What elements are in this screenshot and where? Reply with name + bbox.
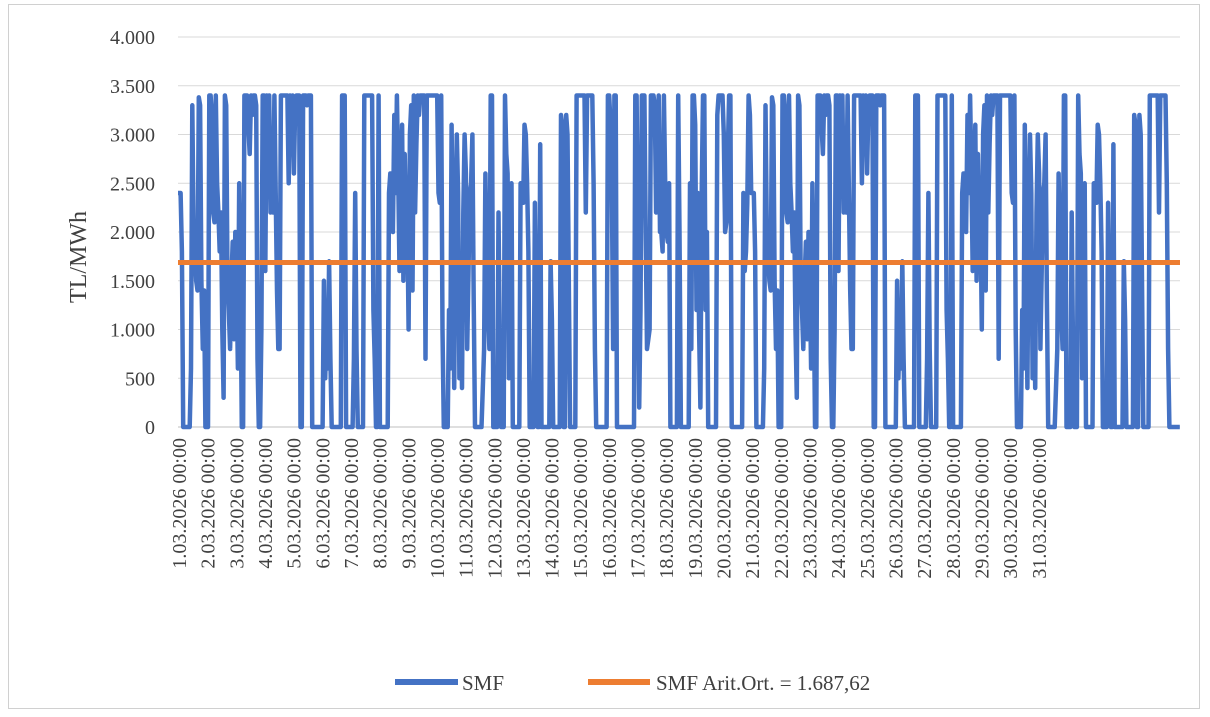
x-tick-label: 20.03.2026 00:00 bbox=[714, 438, 736, 579]
legend-label-smf-average: SMF Arit.Ort. = 1.687,62 bbox=[656, 671, 870, 695]
x-tick-label: 3.03.2026 00:00 bbox=[226, 438, 248, 569]
x-tick-label: 19.03.2026 00:00 bbox=[685, 438, 707, 579]
y-tick-label: 500 bbox=[125, 368, 155, 390]
x-tick-label: 14.03.2026 00:00 bbox=[542, 438, 564, 579]
x-tick-label: 10.03.2026 00:00 bbox=[427, 438, 449, 579]
x-tick-label: 6.03.2026 00:00 bbox=[312, 438, 334, 569]
x-tick-label: 17.03.2026 00:00 bbox=[628, 438, 650, 579]
y-tick-label: 2.500 bbox=[110, 173, 155, 195]
x-tick-label: 13.03.2026 00:00 bbox=[513, 438, 535, 579]
y-tick-label: 0 bbox=[145, 417, 155, 439]
y-tick-label: 1.500 bbox=[110, 271, 155, 293]
x-tick-label: 28.03.2026 00:00 bbox=[943, 438, 965, 579]
series-line-smf bbox=[177, 93, 1181, 430]
legend: SMF SMF Arit.Ort. = 1.687,62 bbox=[395, 671, 870, 695]
y-tick-label: 2.000 bbox=[110, 222, 155, 244]
x-tick-label: 15.03.2026 00:00 bbox=[570, 438, 592, 579]
x-axis: 1.03.2026 00:00 2.03.2026 00:00 3.03.2026 … bbox=[169, 426, 1180, 579]
y-tick-label: 3.000 bbox=[110, 125, 155, 147]
y-axis: 0 500 1.000 1.500 2.000 2.500 3.000 3.500 4.000 bbox=[110, 27, 155, 439]
x-tick-label: 12.03.2026 00:00 bbox=[484, 438, 506, 579]
x-tick-label: 30.03.2026 00:00 bbox=[1000, 438, 1022, 579]
x-tick-label: 5.03.2026 00:00 bbox=[284, 438, 306, 569]
x-tick-label: 8.03.2026 00:00 bbox=[370, 438, 392, 569]
legend-label-smf: SMF bbox=[462, 671, 504, 695]
y-tick-label: 3.500 bbox=[110, 76, 155, 98]
x-tick-label: 22.03.2026 00:00 bbox=[771, 438, 793, 579]
x-tick-label: 2.03.2026 00:00 bbox=[198, 438, 220, 569]
x-tick-label: 16.03.2026 00:00 bbox=[599, 438, 621, 579]
x-tick-label: 11.03.2026 00:00 bbox=[456, 438, 478, 578]
x-tick-label: 9.03.2026 00:00 bbox=[398, 438, 420, 569]
x-tick-label: 25.03.2026 00:00 bbox=[857, 438, 879, 579]
x-tick-label: 1.03.2026 00:00 bbox=[169, 438, 191, 569]
x-tick-label: 26.03.2026 00:00 bbox=[886, 438, 908, 579]
y-tick-label: 1.000 bbox=[110, 320, 155, 342]
x-tick-label: 31.03.2026 00:00 bbox=[1029, 438, 1051, 579]
y-tick-label: 4.000 bbox=[110, 27, 155, 49]
y-axis-title: TL/MWh bbox=[66, 211, 92, 303]
plot-area bbox=[177, 93, 1181, 430]
x-tick-label: 21.03.2026 00:00 bbox=[742, 438, 764, 579]
x-tick-label: 7.03.2026 00:00 bbox=[341, 438, 363, 569]
x-tick-label: 23.03.2026 00:00 bbox=[800, 438, 822, 579]
x-tick-label: 4.03.2026 00:00 bbox=[255, 438, 277, 569]
x-tick-label: 18.03.2026 00:00 bbox=[656, 438, 678, 579]
x-tick-label: 29.03.2026 00:00 bbox=[971, 438, 993, 579]
x-tick-label: 24.03.2026 00:00 bbox=[828, 438, 850, 579]
x-tick-label: 27.03.2026 00:00 bbox=[914, 438, 936, 579]
